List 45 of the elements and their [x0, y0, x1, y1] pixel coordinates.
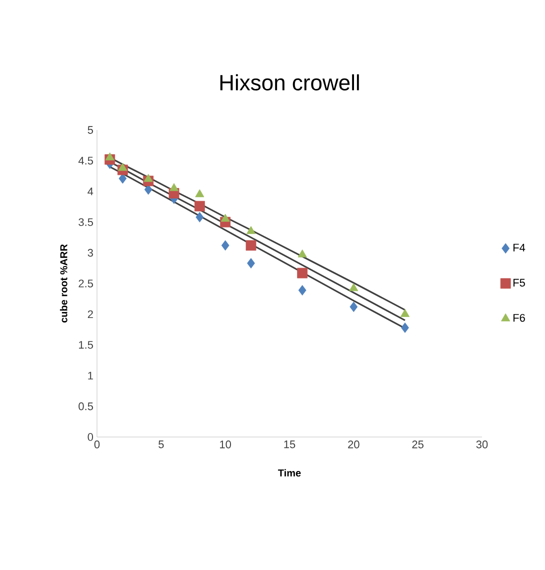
point: [298, 285, 306, 296]
point: [169, 183, 179, 192]
y-tick-label: 4.5: [78, 156, 93, 165]
point: [350, 302, 358, 312]
y-tick-label: 4: [88, 188, 94, 196]
point: [297, 268, 308, 278]
legend-label: F6: [514, 314, 525, 322]
point: [194, 200, 205, 212]
y-tick-label: 3.5: [78, 218, 93, 226]
y-tick-label: 2: [88, 310, 93, 318]
x-tick-label: 25: [412, 440, 424, 448]
point: [247, 258, 255, 268]
x-tick-label: 0: [94, 440, 100, 448]
point: [221, 240, 230, 251]
legend-label: F5: [514, 278, 525, 287]
point: [298, 249, 307, 258]
y-tick-label: 0: [88, 433, 94, 441]
y-tick-label: 2.5: [78, 280, 93, 288]
point: [118, 162, 128, 171]
point: [196, 212, 204, 222]
point: [401, 322, 409, 333]
x-tick-label: 30: [476, 440, 488, 448]
x-tick-label: 5: [158, 440, 164, 448]
point: [144, 184, 152, 195]
y-axis-title: cube root %ARR: [60, 244, 68, 323]
y-tick-label: 1: [88, 372, 93, 380]
y-tick-label: 3: [88, 248, 93, 257]
chart-title: Hixson crowell: [220, 74, 359, 90]
y-tick-label: 0.5: [78, 402, 93, 410]
x-tick-label: 15: [284, 440, 296, 448]
point: [246, 240, 256, 251]
y-tick-label: 5: [88, 126, 93, 134]
x-tick-label: 20: [348, 440, 360, 448]
point: [349, 283, 358, 292]
x-axis-title: Time: [278, 469, 301, 477]
point: [105, 152, 114, 160]
point: [220, 214, 230, 222]
x-tick-label: 10: [220, 440, 232, 448]
point: [400, 309, 410, 317]
point: [246, 226, 256, 234]
point: [144, 174, 153, 182]
y-tick-label: 1.5: [79, 341, 93, 349]
legend-label: F4: [514, 244, 526, 252]
point: [118, 173, 127, 184]
point: [195, 189, 204, 198]
